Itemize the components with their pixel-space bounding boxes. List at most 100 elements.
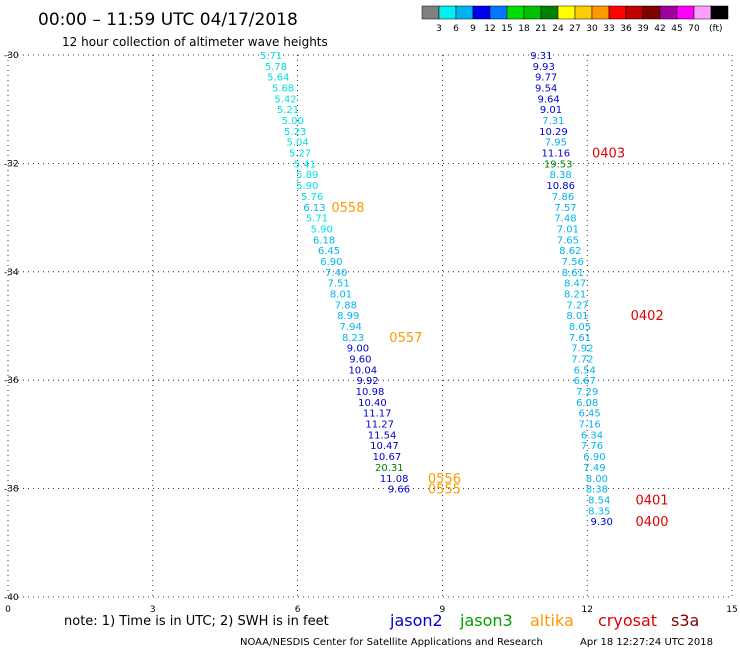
wave-height-point: 9.00	[347, 344, 369, 355]
colorbar-label: 21	[535, 24, 546, 34]
chart-subtitle: 12 hour collection of altimeter wave hei…	[62, 35, 328, 49]
colorbar-label: 33	[603, 24, 614, 34]
wave-height-point: 9.92	[356, 376, 378, 387]
wave-height-point: 5.42	[274, 94, 296, 105]
pass-time-label: 0400	[635, 515, 668, 530]
footer-credit: NOAA/NESDIS Center for Satellite Applica…	[240, 637, 543, 648]
y-tick-label: -38	[4, 485, 19, 495]
wave-height-point: 8.23	[342, 333, 364, 344]
wave-height-point: 7.86	[552, 192, 574, 203]
wave-height-point: 5.64	[267, 73, 289, 84]
colorbar-swatch	[557, 5, 576, 20]
x-tick-label: 6	[295, 605, 301, 615]
wave-height-point: 6.90	[320, 257, 342, 268]
colorbar-swatch	[472, 5, 491, 20]
wave-height-point: 6.54	[574, 365, 596, 376]
wave-height-point: 10.40	[358, 398, 387, 409]
data-points: 5.715.785.645.685.425.215.005.235.045.27…	[260, 51, 613, 528]
x-tick-label: 3	[150, 605, 156, 615]
wave-height-point: 6.34	[581, 430, 603, 441]
wave-height-point: 10.47	[370, 441, 399, 452]
wave-height-point: 7.61	[569, 333, 591, 344]
wave-height-point: 5.90	[296, 181, 318, 192]
pass-time-label: 0558	[331, 201, 364, 216]
wave-height-point: 8.35	[588, 506, 610, 517]
wave-height-point: 7.29	[576, 387, 598, 398]
wave-height-point: 8.61	[562, 268, 584, 279]
wave-height-point: 6.08	[576, 398, 598, 409]
wave-height-point: 7.01	[557, 224, 579, 235]
colorbar-swatch	[540, 5, 559, 20]
legend-jason2: jason2	[389, 611, 443, 630]
wave-height-point: 5.71	[306, 214, 328, 225]
wave-height-point: 5.00	[282, 116, 304, 127]
colorbar-swatch	[659, 5, 678, 20]
colorbar-label: 6	[453, 24, 459, 34]
wave-height-point: 9.01	[540, 105, 562, 116]
wave-height-point: 8.54	[588, 495, 610, 506]
wave-height-point: 7.72	[571, 355, 593, 366]
wave-height-point: 5.90	[311, 224, 333, 235]
wave-height-point: 5.76	[301, 192, 323, 203]
wave-height-point: 5.21	[277, 105, 299, 116]
wave-height-point: 7.56	[562, 257, 584, 268]
wave-height-point: 9.66	[388, 485, 410, 496]
colorbar-swatch	[574, 5, 593, 20]
satellite-legend: jason2 jason3 altika cryosat s3a	[389, 611, 699, 630]
wave-height-point: 10.29	[539, 127, 568, 138]
colorbar-swatch	[591, 5, 610, 20]
wave-height-point: 10.86	[546, 181, 575, 192]
wave-height-point: 5.78	[265, 62, 287, 73]
y-tick-label: -34	[4, 268, 19, 278]
colorbar: 3 6 9 12 15 18 21 24 27 30 33 36 39 42 45 70	[421, 5, 729, 34]
wave-height-point: 6.13	[303, 203, 325, 214]
colorbar-swatch	[710, 5, 729, 20]
wave-height-point: 19.53	[544, 159, 573, 170]
colorbar-label: 70	[688, 24, 700, 34]
colorbar-label: 30	[586, 24, 598, 34]
wave-height-point: 8.05	[569, 322, 591, 333]
axis-tick-labels: 0 3 6 9 12 15 -30 -32 -34 -36 -38 -40	[4, 51, 738, 615]
wave-height-point: 10.98	[356, 387, 385, 398]
wave-height-point: 7.92	[571, 344, 593, 355]
wave-height-point: 9.93	[533, 62, 555, 73]
wave-height-point: 7.76	[581, 441, 603, 452]
colorbar-swatch	[506, 5, 525, 20]
wave-height-point: 9.54	[535, 84, 557, 95]
y-tick-label: -40	[4, 593, 19, 603]
colorbar-label: 36	[620, 24, 632, 34]
wave-height-point: 11.54	[368, 430, 397, 441]
colorbar-label: 15	[501, 24, 512, 34]
wave-height-point: 7.51	[327, 279, 349, 290]
wave-height-point: 11.27	[365, 420, 394, 431]
wave-height-point: 11.17	[363, 409, 392, 420]
legend-cryosat: cryosat	[598, 611, 657, 630]
wave-height-point: 7.40	[325, 268, 347, 279]
wave-height-point: 7.16	[578, 420, 600, 431]
pass-time-label: 0403	[592, 147, 625, 162]
footer-timestamp: Apr 18 12:27:24 UTC 2018	[580, 637, 713, 648]
wave-height-point: 10.04	[348, 365, 377, 376]
pass-time-label: 0402	[631, 309, 664, 324]
colorbar-unit: (ft)	[709, 24, 723, 34]
wave-height-point: 10.67	[373, 452, 402, 463]
wave-height-point: 5.23	[284, 127, 306, 138]
colorbar-swatch	[489, 5, 508, 20]
x-tick-label: 15	[726, 605, 737, 615]
colorbar-swatch	[421, 5, 440, 20]
wave-height-point: 5.68	[272, 84, 294, 95]
pass-time-label: 0555	[428, 483, 461, 498]
wave-height-point: 5.27	[289, 149, 311, 160]
colorbar-swatch	[523, 5, 542, 20]
colorbar-swatch	[642, 5, 661, 20]
wave-height-point: 7.49	[583, 463, 605, 474]
colorbar-swatch	[625, 5, 644, 20]
colorbar-label: 42	[654, 24, 665, 34]
x-tick-label: 9	[440, 605, 446, 615]
chart-title: 00:00 – 11:59 UTC 04/17/2018	[38, 10, 298, 30]
wave-height-point: 8.38	[586, 485, 608, 496]
colorbar-swatch	[676, 5, 695, 20]
legend-altika: altika	[530, 611, 574, 630]
